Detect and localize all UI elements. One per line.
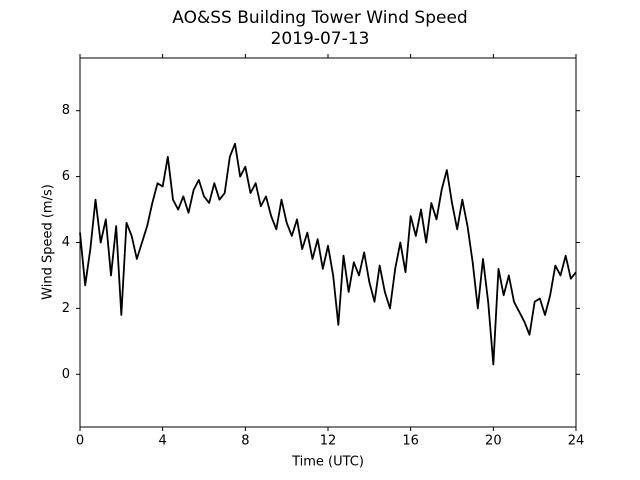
x-tick-label: 16 xyxy=(402,434,419,449)
x-tick-label: 24 xyxy=(568,434,585,449)
y-tick-label: 4 xyxy=(62,235,70,250)
x-tick-label: 8 xyxy=(241,434,249,449)
x-tick-label: 20 xyxy=(485,434,502,449)
x-tick-label: 4 xyxy=(159,434,167,449)
y-tick-label: 8 xyxy=(62,103,70,118)
y-axis-label: Wind Speed (m/s) xyxy=(41,184,56,300)
x-axis-label: Time (UTC) xyxy=(291,455,364,470)
x-tick-label: 12 xyxy=(320,434,337,449)
x-tick-label: 0 xyxy=(76,434,84,449)
chart-subtitle: 2019-07-13 xyxy=(271,29,370,49)
y-tick-label: 0 xyxy=(62,367,70,382)
chart-title: AO&SS Building Tower Wind Speed xyxy=(172,8,467,28)
wind-speed-line xyxy=(79,142,577,366)
y-tick-label: 2 xyxy=(62,301,70,316)
plot-frame xyxy=(79,57,577,428)
y-tick-label: 6 xyxy=(62,169,70,184)
